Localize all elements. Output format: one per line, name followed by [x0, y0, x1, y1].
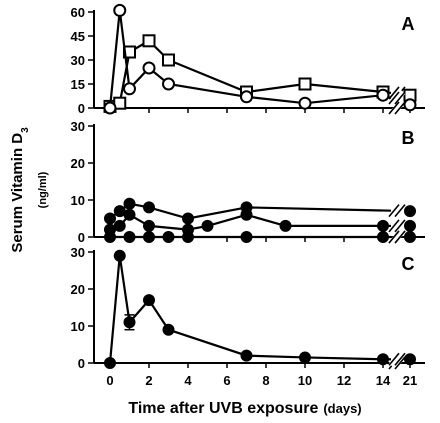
data-point [404, 205, 416, 218]
data-point [240, 208, 253, 221]
panel-label: C [402, 254, 415, 274]
data-point [376, 88, 390, 102]
y-tick-label: 30 [71, 119, 85, 134]
series-line [109, 39, 384, 108]
x-tick-label: 10 [298, 373, 312, 388]
x-tick-label: 0 [106, 373, 113, 388]
data-point [279, 219, 292, 232]
data-point [162, 77, 175, 91]
y-axis-unit-group: (ng/ml) [37, 171, 49, 208]
x-tick-label: 21 [403, 373, 417, 388]
series-1 [104, 197, 416, 225]
data-point [123, 231, 136, 243]
data-point [113, 219, 126, 232]
y-tick-label: 0 [78, 101, 85, 116]
series-line [108, 10, 384, 109]
data-point [123, 208, 136, 221]
data-point [377, 231, 389, 243]
data-point [104, 212, 116, 225]
data-point [123, 316, 136, 329]
data-point [298, 96, 312, 110]
y-axis-title-group: Serum Vitamin D3 [9, 127, 31, 253]
data-point [162, 323, 175, 336]
data-point [142, 34, 156, 48]
data-point [113, 3, 127, 17]
x-tick-label: 2 [145, 373, 152, 388]
y-tick-label: 30 [71, 245, 85, 260]
x-tick-label: 4 [184, 373, 192, 388]
data-point [240, 90, 253, 104]
series-line-segment [246, 206, 392, 212]
y-axis-unit: (ng/ml) [37, 171, 49, 208]
y-tick-label: 0 [78, 230, 85, 245]
data-point [201, 219, 214, 232]
data-point [143, 231, 155, 243]
series-2 [104, 208, 416, 236]
data-point [298, 77, 312, 91]
x-tick-label: 12 [337, 373, 351, 388]
y-tick-label: 10 [71, 319, 85, 334]
y-tick-label: 20 [71, 156, 85, 171]
x-tick-label: 8 [262, 373, 269, 388]
data-point [404, 219, 416, 232]
panel-a: 0 15 30 45 60 A [71, 3, 425, 117]
y-tick-label: 45 [71, 29, 85, 44]
panel-b: 0 10 20 30 B [71, 119, 425, 246]
data-point [404, 231, 416, 243]
y-tick-label: 15 [71, 77, 85, 92]
y-tick-label: 60 [71, 5, 85, 20]
x-axis-title: Time after UVB exposure (days) [128, 400, 361, 417]
x-tick-label: 6 [223, 373, 230, 388]
data-point [123, 197, 136, 210]
data-point [377, 353, 389, 366]
x-tick-label: 14 [376, 373, 391, 388]
data-point [403, 98, 417, 112]
data-point [113, 249, 126, 262]
data-point [377, 219, 389, 232]
data-point [123, 82, 136, 96]
y-tick-label: 20 [71, 282, 85, 297]
y-axis-title: Serum Vitamin D3 [9, 127, 31, 253]
series-2 [103, 3, 417, 115]
data-point [103, 101, 117, 115]
y-tick-label: 30 [71, 53, 85, 68]
y-tick-label: 10 [71, 193, 85, 208]
data-point [404, 353, 416, 366]
data-point [162, 231, 175, 243]
panel-c: 0 10 20 30 0 2 4 6 8 10 12 14 21 C [71, 245, 425, 388]
data-point [182, 231, 194, 243]
data-point [143, 219, 155, 232]
series-1 [104, 249, 416, 369]
series-3 [104, 228, 416, 246]
panel-label: A [402, 14, 415, 34]
data-point [143, 201, 155, 214]
series-line [108, 255, 384, 364]
data-point [143, 294, 155, 307]
panel-label: B [402, 128, 415, 148]
data-point [182, 212, 194, 225]
data-point [142, 61, 156, 75]
data-point [299, 351, 311, 364]
data-point [162, 53, 175, 67]
y-tick-label: 0 [78, 356, 85, 371]
data-point [104, 231, 116, 243]
data-point [240, 349, 253, 362]
data-point [240, 231, 253, 243]
data-point [104, 357, 116, 369]
